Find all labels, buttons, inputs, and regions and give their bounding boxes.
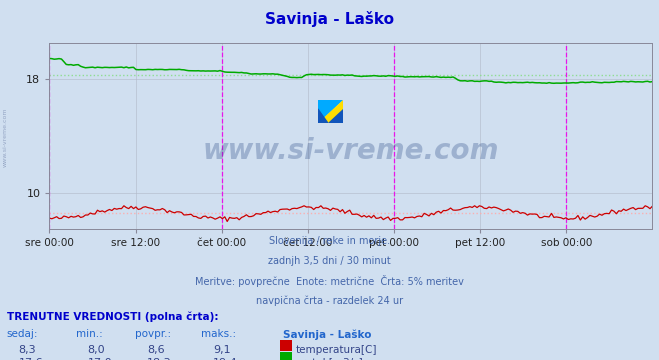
- Polygon shape: [318, 109, 328, 123]
- Text: zadnjh 3,5 dni / 30 minut: zadnjh 3,5 dni / 30 minut: [268, 256, 391, 266]
- Text: 17,0: 17,0: [88, 358, 112, 360]
- Text: www.si-vreme.com: www.si-vreme.com: [203, 137, 499, 165]
- Text: pretok[m3/s]: pretok[m3/s]: [295, 358, 363, 360]
- Polygon shape: [318, 99, 343, 123]
- Text: 19,4: 19,4: [213, 358, 238, 360]
- Text: Slovenija / reke in morje.: Slovenija / reke in morje.: [269, 236, 390, 246]
- Text: Savinja - Laško: Savinja - Laško: [265, 11, 394, 27]
- Text: 9,1: 9,1: [213, 345, 231, 355]
- Text: temperatura[C]: temperatura[C]: [295, 345, 377, 355]
- Text: maks.:: maks.:: [201, 329, 236, 339]
- Polygon shape: [318, 99, 343, 123]
- Polygon shape: [328, 109, 343, 123]
- Text: 8,3: 8,3: [18, 345, 36, 355]
- Text: TRENUTNE VREDNOSTI (polna črta):: TRENUTNE VREDNOSTI (polna črta):: [7, 311, 218, 322]
- Text: sedaj:: sedaj:: [7, 329, 38, 339]
- Text: 8,6: 8,6: [147, 345, 165, 355]
- Text: 8,0: 8,0: [88, 345, 105, 355]
- Text: 18,3: 18,3: [147, 358, 171, 360]
- Text: www.si-vreme.com: www.si-vreme.com: [3, 107, 8, 167]
- Text: navpična črta - razdelek 24 ur: navpična črta - razdelek 24 ur: [256, 295, 403, 306]
- Text: povpr.:: povpr.:: [135, 329, 171, 339]
- Text: 17,6: 17,6: [18, 358, 43, 360]
- Polygon shape: [318, 99, 343, 123]
- Text: min.:: min.:: [76, 329, 103, 339]
- Text: Meritve: povprečne  Enote: metrične  Črta: 5% meritev: Meritve: povprečne Enote: metrične Črta:…: [195, 275, 464, 287]
- Text: Savinja - Laško: Savinja - Laško: [283, 329, 372, 340]
